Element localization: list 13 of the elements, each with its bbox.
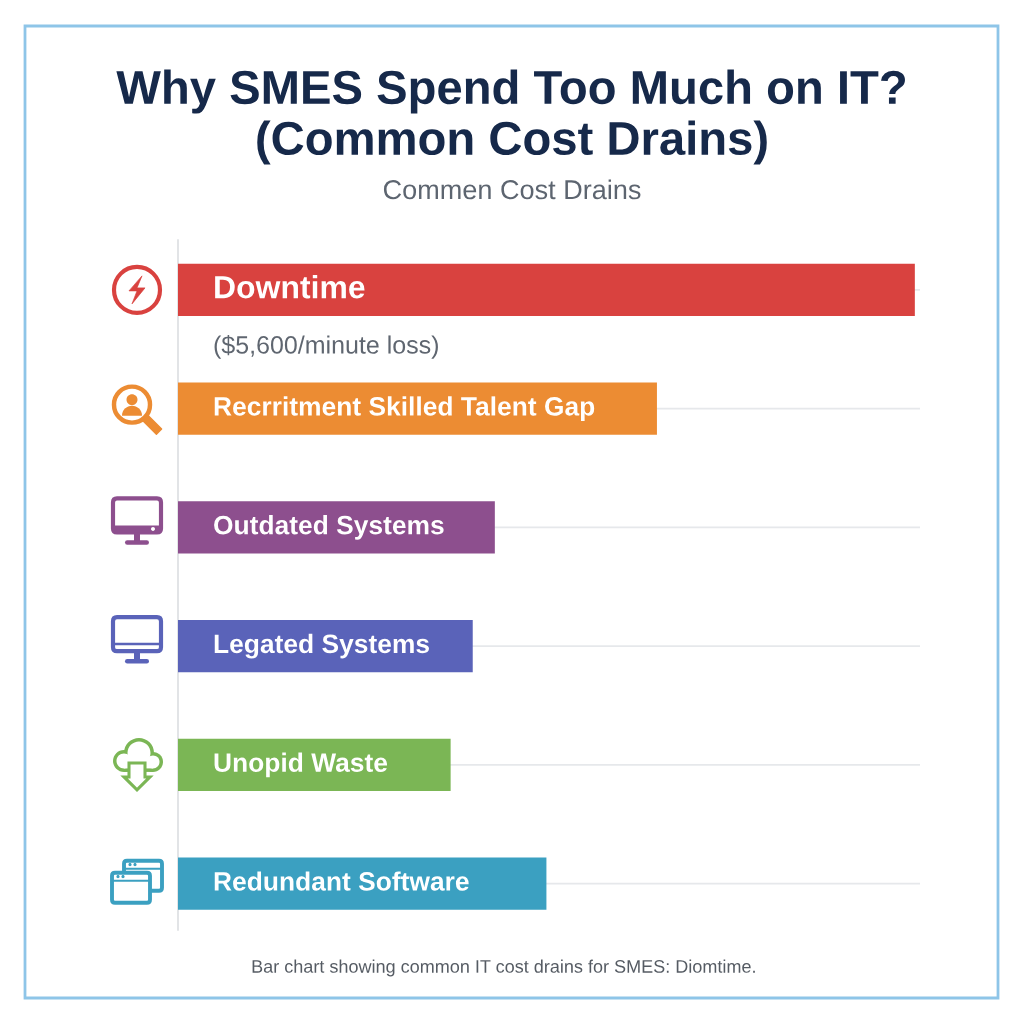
y-tick-label: Legated Systems xyxy=(214,633,429,659)
y-tick-label: Recrritment Skilled Talent Gap xyxy=(214,396,595,421)
annotation: ($5,600/minute loss) xyxy=(214,335,438,359)
bar xyxy=(178,738,451,792)
y-tick-label: Redundant Software xyxy=(214,871,469,891)
bar xyxy=(178,501,495,554)
chart-title: Why SMES Spend Too Much on IT? (Common Cost Drains) xyxy=(116,69,905,165)
bar xyxy=(178,263,915,317)
chart-subtitle: Commen Cost Drains xyxy=(383,179,641,200)
text: Bar chart showing common IT cost drains for SMES: Diomtime. xyxy=(252,959,755,977)
y-tick-label: Outdated Systems xyxy=(214,515,444,540)
y-tick-label: Downtime xyxy=(215,274,365,299)
y-tick-label: Unopid Waste xyxy=(214,752,388,778)
